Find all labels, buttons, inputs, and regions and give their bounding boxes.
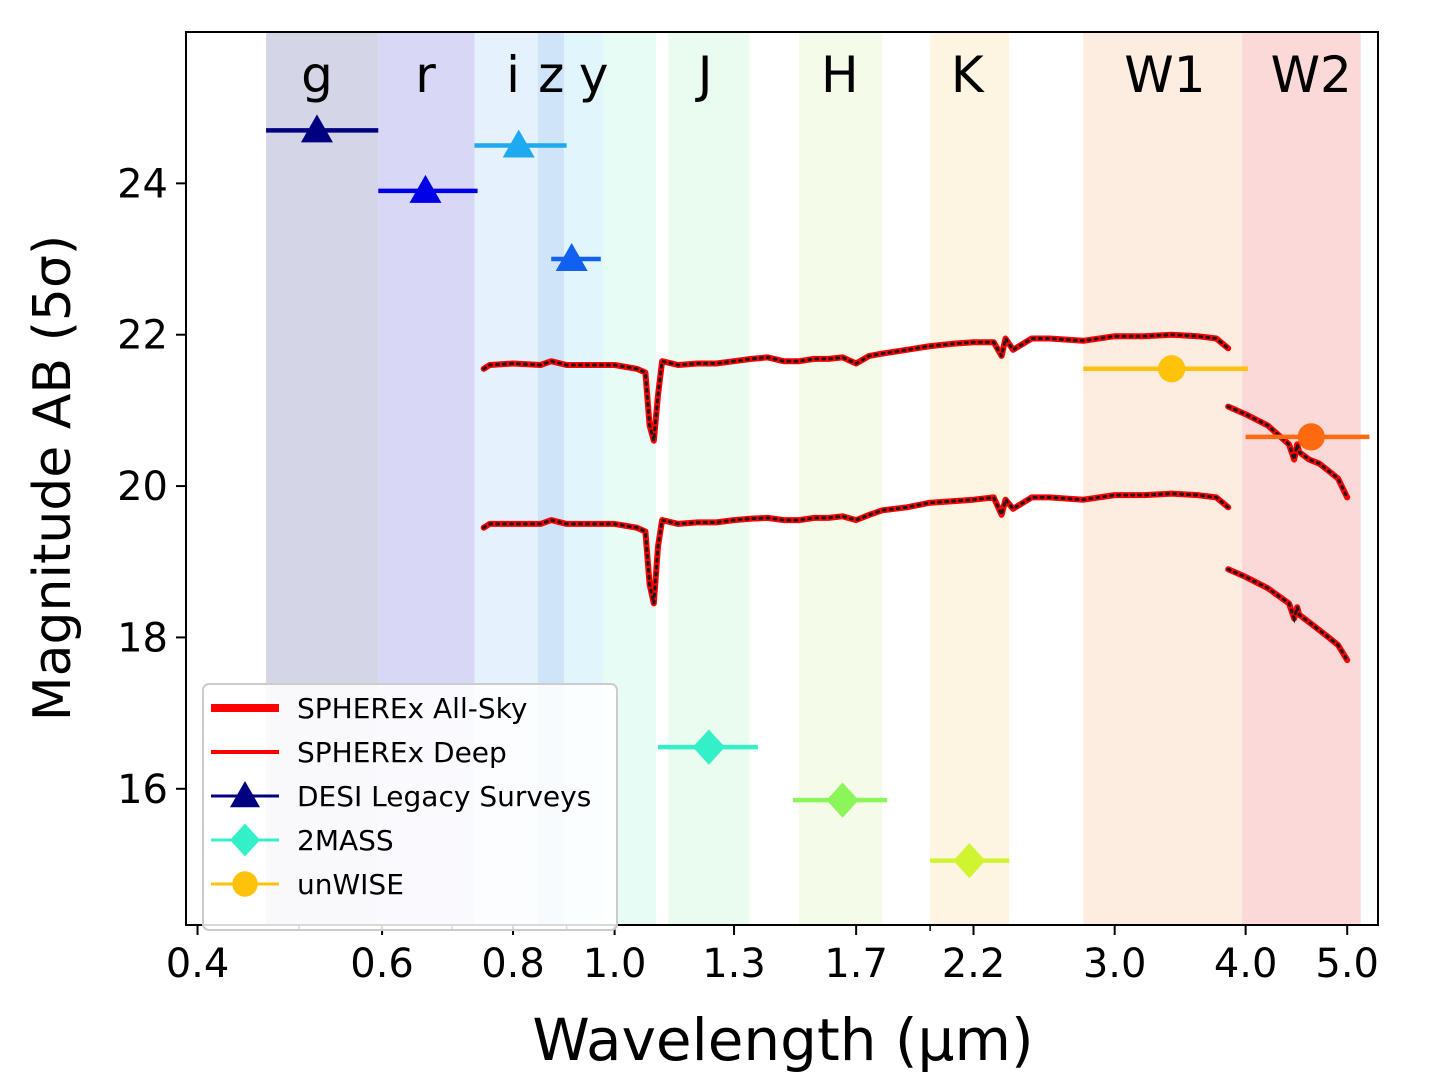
y-tick-label: 24 [117, 161, 168, 207]
band-label-w1: W1 [1124, 46, 1205, 104]
plot-frame [185, 31, 1379, 926]
desi-legacy-surveys-point [409, 174, 442, 203]
x-tick-label: 3.0 [1083, 941, 1147, 987]
2mass-point [826, 782, 859, 818]
legend-box [202, 683, 618, 931]
band-label-r: r [415, 46, 436, 104]
band-labels: g r i z y J H K W1 W2 [301, 46, 1352, 104]
y-axis-label: Magnitude AB (5σ) [23, 235, 83, 721]
x-tick-label: 0.6 [350, 941, 414, 987]
legend-label: SPHEREx All-Sky [297, 692, 527, 725]
2mass-point [953, 843, 986, 879]
band-label-k: K [951, 46, 985, 104]
spherex-all-sky-dotted-overlay [482, 333, 1230, 442]
x-tick-label: 0.4 [166, 941, 230, 987]
band-label-j: J [695, 46, 713, 104]
y-axis: 16 18 20 22 24 [117, 161, 186, 813]
band-W1-region [1083, 32, 1243, 925]
y-tick-label: 20 [117, 464, 168, 510]
band-H-region [799, 32, 883, 925]
photometric-points [266, 114, 1370, 879]
band-K-region [930, 32, 1010, 925]
desi-legacy-surveys-point [555, 243, 588, 272]
legend-label: unWISE [297, 868, 404, 901]
band-label-z: z [538, 46, 564, 104]
legend-label: SPHEREx Deep [297, 736, 507, 769]
x-tick-label: 5.0 [1315, 941, 1379, 987]
desi-legacy-surveys-point [300, 114, 333, 143]
x-tick-label: 1.7 [824, 941, 888, 987]
x-tick-label: 2.2 [942, 941, 1006, 987]
legend-swatch-circle [232, 871, 258, 897]
legend-swatch-triangle [230, 781, 260, 808]
x-tick-label: 4.0 [1214, 941, 1278, 987]
band-W2-region [1242, 32, 1361, 925]
x-tick-label: 0.8 [481, 941, 545, 987]
spherex-deep-line [1225, 566, 1351, 664]
legend: SPHEREx All-Sky SPHEREx Deep DESI Legacy S… [202, 683, 618, 931]
band-label-h: H [821, 46, 859, 104]
unwise-point [1158, 355, 1186, 383]
unwise-point [1297, 423, 1325, 451]
data-series [480, 331, 1351, 664]
desi-legacy-surveys-point [502, 129, 535, 158]
2mass-point [692, 729, 725, 765]
x-axis-label: Wavelength (μm) [532, 1006, 1033, 1074]
band-label-w2: W2 [1271, 46, 1352, 104]
spherex-all-sky-dotted-overlay [1226, 405, 1349, 499]
y-tick-label: 18 [117, 615, 168, 661]
legend-label: DESI Legacy Surveys [297, 780, 591, 813]
y-tick-label: 16 [117, 767, 168, 813]
band-label-g: g [301, 46, 333, 104]
band-J-region [668, 32, 750, 925]
x-axis: 0.4 0.6 0.8 1.0 1.3 1.7 2.2 3.0 4.0 5.0 [166, 925, 1379, 987]
legend-swatch-diamond [230, 823, 260, 857]
y-tick-label: 22 [117, 313, 168, 359]
spherex-deep-dotted-overlay [482, 492, 1230, 604]
x-tick-label: 1.0 [583, 941, 647, 987]
x-tick-label: 1.3 [702, 941, 766, 987]
legend-label: 2MASS [297, 824, 394, 857]
band-label-y: y [579, 46, 609, 104]
band-label-i: i [506, 46, 520, 104]
